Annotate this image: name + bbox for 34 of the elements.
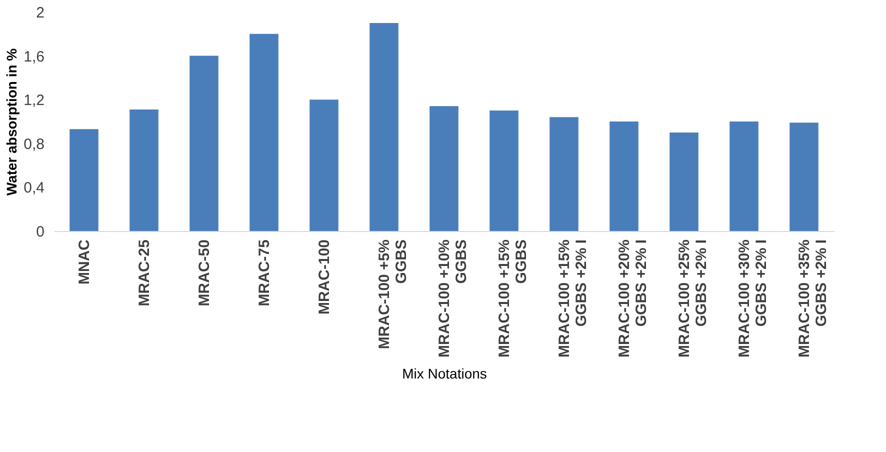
y-tick-label: 1,2 — [24, 92, 44, 110]
y-tick-label: 0,8 — [24, 136, 44, 153]
x-tick-label: MRAC-100 +5% GGBS — [376, 240, 410, 350]
bar — [670, 132, 698, 231]
bar — [790, 122, 818, 231]
x-tick-label: MRAC-100 — [316, 240, 333, 315]
y-axis-title: Water absorption in % — [4, 48, 20, 196]
x-tick-label: MRAC-25 — [136, 240, 153, 306]
x-tick-label: MNAC — [76, 239, 93, 284]
x-tick-label: MRAC-100 +20% GGBS +2% I — [616, 240, 650, 358]
y-tick-label: 2 — [36, 4, 44, 22]
x-tick-label: MRAC-100 +15% GGBS — [496, 240, 530, 358]
bar — [730, 122, 758, 231]
y-tick-label: 0,4 — [24, 180, 44, 197]
bar — [190, 56, 218, 231]
x-tick-label: MRAC-100 +10% GGBS — [436, 240, 470, 358]
x-tick-label: MRAC-100 +30% GGBS +2% I — [736, 240, 770, 358]
x-tick-label: MRAC-100 +15% GGBS +2% I — [556, 240, 590, 358]
x-tick-label: MRAC-100 +35% GGBS +2% I — [796, 240, 830, 358]
bar — [250, 34, 278, 231]
bar — [430, 106, 458, 231]
x-tick-label: MRAC-50 — [196, 240, 213, 306]
x-tick-label: MRAC-75 — [256, 240, 273, 306]
bar — [610, 122, 638, 231]
bar — [550, 117, 578, 231]
y-tick-label: 0 — [36, 224, 44, 240]
bar — [310, 100, 338, 231]
bar — [370, 22, 398, 231]
bar — [70, 129, 98, 231]
x-tick-label: MRAC-100 +25% GGBS +2% I — [676, 240, 710, 358]
bar — [490, 110, 518, 231]
x-axis-title: Mix Notations — [402, 365, 487, 382]
y-tick-label: 1,6 — [24, 48, 44, 66]
bar — [130, 109, 158, 231]
